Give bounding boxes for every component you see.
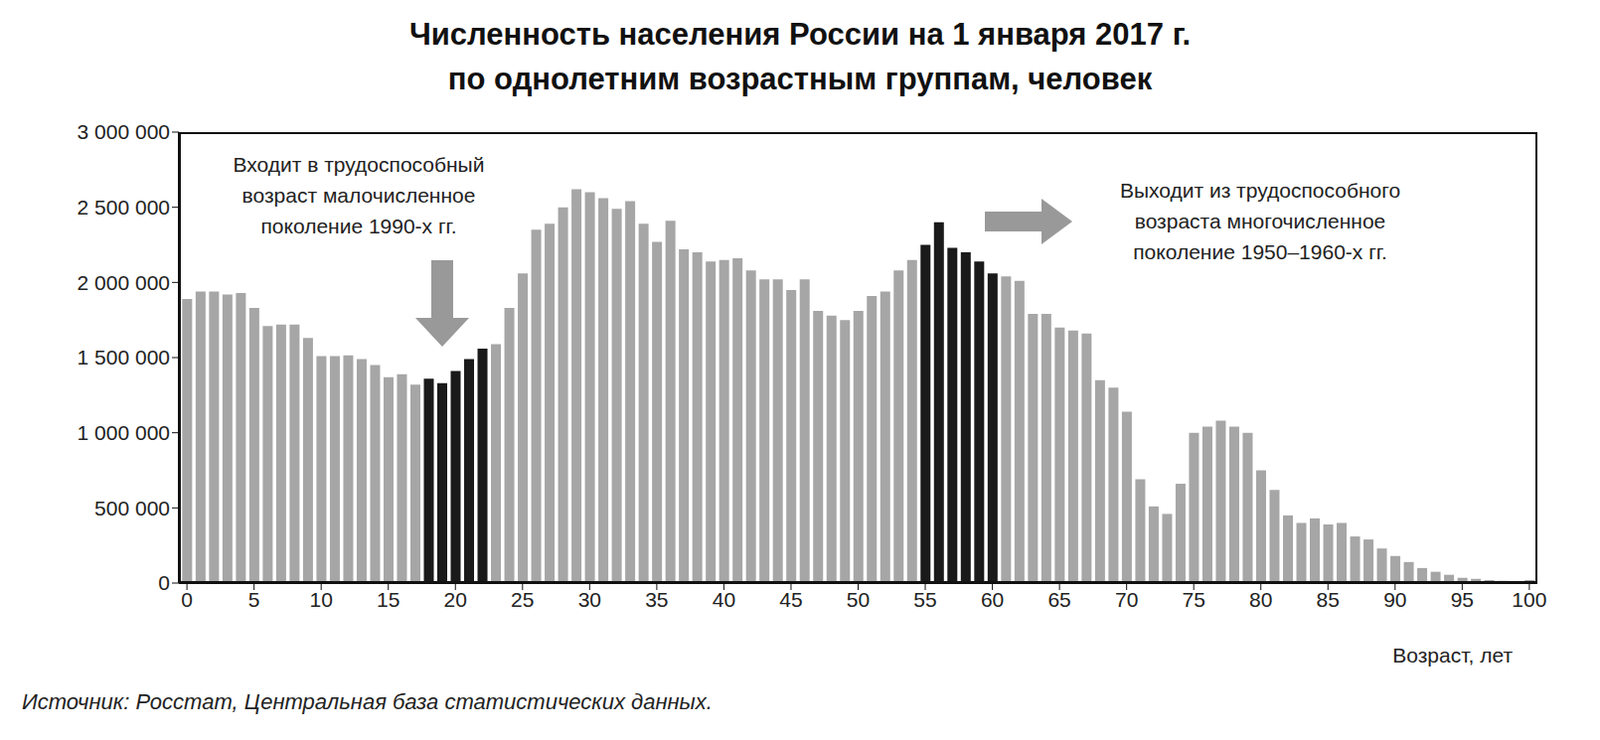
svg-text:80: 80 (1249, 588, 1273, 612)
svg-text:75: 75 (1182, 588, 1206, 612)
svg-text:45: 45 (779, 588, 802, 612)
svg-text:0: 0 (180, 588, 193, 612)
html-text:Возраст, лет: Возраст, лет (1392, 643, 1513, 667)
svg-text:20: 20 (444, 588, 468, 612)
svg-text:40: 40 (712, 588, 736, 612)
svg-text:85: 85 (1316, 588, 1340, 612)
svg-text:10: 10 (310, 588, 333, 612)
svg-text:25: 25 (510, 588, 534, 612)
svg-text:15: 15 (376, 588, 400, 612)
svg-text:60: 60 (980, 588, 1004, 612)
html-text:Источник: Росстат, Центральная: Источник: Росстат, Центральная база стат… (21, 689, 713, 715)
svg-text:1 000 000: 1 000 000 (77, 421, 170, 445)
html-text:Выходит из трудоспособного воз: Выходит из трудоспособного возраста мног… (1119, 178, 1401, 264)
svg-text:5: 5 (248, 588, 261, 612)
svg-text:100: 100 (1511, 588, 1547, 612)
svg-text:500 000: 500 000 (94, 496, 170, 520)
svg-text:0: 0 (158, 571, 170, 595)
svg-text:2 500 000: 2 500 000 (77, 195, 170, 219)
svg-text:90: 90 (1383, 588, 1407, 612)
svg-text:3 000 000: 3 000 000 (77, 120, 170, 144)
svg-text:50: 50 (846, 588, 870, 612)
svg-text:65: 65 (1047, 588, 1071, 612)
svg-text:95: 95 (1450, 588, 1474, 612)
svg-text:2 000 000: 2 000 000 (77, 271, 170, 295)
html-text:Численность населения России н: Численность населения России на 1 января… (409, 16, 1191, 97)
svg-text:35: 35 (644, 588, 668, 612)
svg-text:70: 70 (1115, 588, 1138, 612)
svg-text:30: 30 (578, 588, 602, 612)
html-text:Входит в трудоспособный возрас: Входит в трудоспособный возраст малочисл… (233, 153, 485, 238)
svg-text:1 500 000: 1 500 000 (77, 345, 170, 369)
svg-text:55: 55 (913, 588, 937, 612)
